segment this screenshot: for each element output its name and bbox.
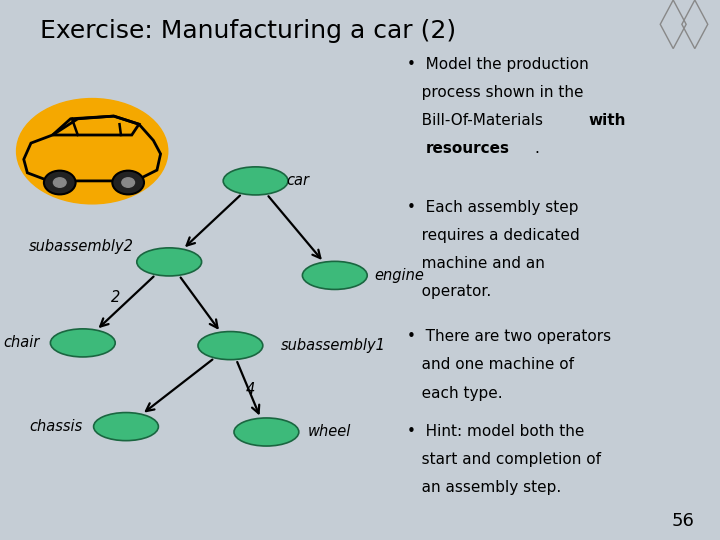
Text: Bill-Of-Materials: Bill-Of-Materials	[407, 113, 548, 128]
Text: engine: engine	[374, 268, 424, 283]
Text: chair: chair	[3, 335, 40, 350]
Circle shape	[112, 171, 144, 194]
Ellipse shape	[17, 98, 168, 204]
Text: •  Each assembly step: • Each assembly step	[407, 200, 578, 215]
Text: start and completion of: start and completion of	[407, 452, 600, 467]
Ellipse shape	[198, 332, 263, 360]
Ellipse shape	[302, 261, 367, 289]
Text: operator.: operator.	[407, 284, 491, 299]
Ellipse shape	[234, 418, 299, 446]
Text: subassembly1: subassembly1	[281, 338, 386, 353]
Text: car: car	[286, 173, 309, 188]
Text: 56: 56	[672, 512, 695, 530]
Text: chassis: chassis	[30, 419, 83, 434]
Ellipse shape	[223, 167, 288, 195]
Text: an assembly step.: an assembly step.	[407, 480, 561, 495]
Text: 2: 2	[111, 289, 120, 305]
Circle shape	[44, 171, 76, 194]
Ellipse shape	[50, 329, 115, 357]
Ellipse shape	[94, 413, 158, 441]
Text: 4: 4	[246, 382, 255, 397]
Text: •  There are two operators: • There are two operators	[407, 329, 611, 345]
Text: subassembly2: subassembly2	[29, 239, 134, 254]
Circle shape	[53, 178, 66, 187]
Text: machine and an: machine and an	[407, 256, 544, 271]
Text: wheel: wheel	[308, 424, 351, 440]
Text: process shown in the: process shown in the	[407, 85, 583, 100]
Text: with: with	[588, 113, 626, 128]
Circle shape	[122, 178, 135, 187]
Text: and one machine of: and one machine of	[407, 357, 574, 373]
Ellipse shape	[137, 248, 202, 276]
Text: Exercise: Manufacturing a car (2): Exercise: Manufacturing a car (2)	[40, 19, 456, 43]
Text: each type.: each type.	[407, 386, 503, 401]
Text: •  Model the production: • Model the production	[407, 57, 588, 72]
Text: .: .	[534, 141, 539, 156]
Text: •  Hint: model both the: • Hint: model both the	[407, 424, 584, 439]
Text: resources: resources	[426, 141, 510, 156]
Text: requires a dedicated: requires a dedicated	[407, 228, 580, 243]
